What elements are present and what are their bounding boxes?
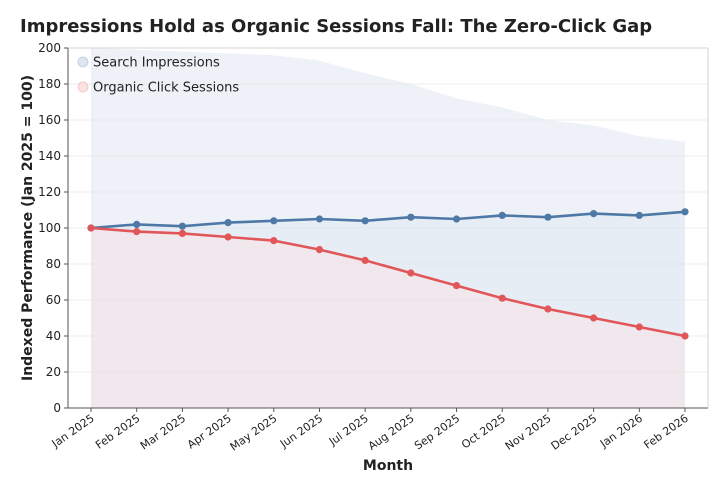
data-point (270, 217, 278, 225)
x-tick-label: Apr 2025 (185, 412, 234, 452)
legend-marker (77, 81, 89, 93)
x-axis-title: Month (363, 458, 413, 474)
y-tick-label: 60 (46, 293, 61, 307)
series-area-1 (91, 228, 685, 408)
data-point (681, 208, 689, 216)
x-tick-label: Jul 2025 (326, 412, 371, 449)
x-tick-label: Sep 2025 (412, 412, 462, 453)
y-tick-label: 120 (38, 185, 61, 199)
series-area-0 (91, 211, 685, 408)
legend-label: Search Impressions (93, 56, 220, 71)
y-tick-label: 80 (46, 257, 61, 271)
y-tick-label: 180 (38, 77, 61, 91)
data-point (224, 219, 232, 227)
data-point (452, 282, 461, 290)
data-point (270, 237, 278, 245)
x-tick-label: Jun 2025 (277, 412, 325, 451)
data-point (590, 210, 598, 218)
data-point (407, 269, 415, 277)
data-point (361, 217, 369, 225)
y-axis-title: Indexed Performance (Jan 2025 = 100) (20, 75, 36, 381)
data-point (681, 332, 689, 340)
data-point (498, 294, 506, 302)
y-tick-label: 200 (38, 41, 61, 55)
legend-label: Organic Click Sessions (93, 81, 239, 96)
x-tick-label: Feb 2026 (642, 412, 691, 452)
data-point (315, 246, 324, 254)
x-tick-label: Dec 2025 (549, 412, 600, 453)
data-point (224, 233, 232, 241)
data-point (452, 215, 461, 223)
x-tick-label: Feb 2025 (93, 412, 142, 452)
x-tick-label: Jan 2026 (597, 412, 645, 451)
data-point (133, 220, 141, 228)
data-point (315, 215, 324, 223)
data-point (635, 323, 643, 331)
x-tick-label: May 2025 (228, 412, 280, 454)
y-tick-label: 100 (38, 221, 61, 235)
data-point (178, 222, 186, 230)
data-point (133, 228, 141, 236)
chart-title: Impressions Hold as Organic Sessions Fal… (20, 16, 653, 37)
data-point (635, 211, 643, 219)
y-tick-label: 160 (38, 113, 61, 127)
data-point (544, 213, 552, 221)
data-point (544, 305, 552, 313)
series-line-1 (89, 226, 687, 338)
data-point (361, 256, 369, 264)
data-point (178, 229, 186, 237)
x-tick-label: Jan 2025 (49, 412, 97, 451)
data-point (407, 213, 415, 221)
y-tick-label: 20 (46, 365, 61, 379)
x-tick-label: Aug 2025 (366, 412, 417, 453)
y-tick-label: 0 (53, 401, 61, 415)
x-tick-label: Mar 2025 (138, 412, 188, 453)
y-tick-label: 40 (46, 329, 61, 343)
x-tick-label: Oct 2025 (459, 412, 508, 452)
data-point (87, 224, 95, 232)
x-tick-label: Nov 2025 (503, 412, 554, 453)
y-tick-label: 140 (38, 149, 61, 163)
legend-marker (77, 56, 89, 68)
data-point (590, 314, 598, 322)
data-point (498, 211, 506, 219)
series-line-0 (89, 210, 687, 230)
